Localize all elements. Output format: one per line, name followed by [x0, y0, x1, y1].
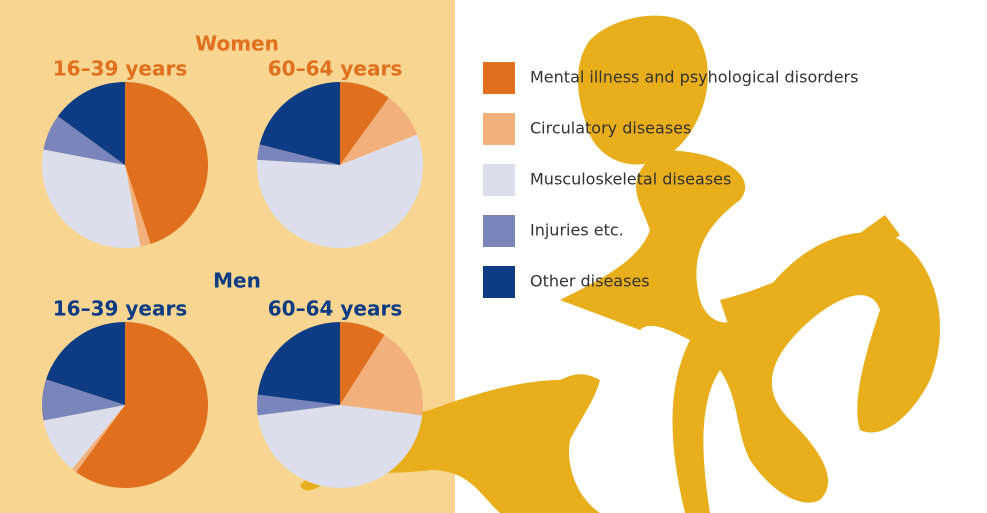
pie-slice	[57, 82, 125, 165]
pie-slice	[72, 405, 125, 473]
legend-swatch	[483, 164, 515, 196]
legend-label: Injuries etc.	[530, 221, 624, 240]
pie-slice	[43, 116, 126, 165]
pie-slice	[257, 144, 340, 165]
pie-title: 60–64 years	[268, 297, 403, 321]
legend-label: Circulatory diseases	[530, 119, 691, 138]
pie-slice	[259, 82, 340, 165]
legend-label: Musculoskeletal diseases	[530, 170, 731, 189]
pie-slice	[43, 405, 126, 469]
pie-slice	[125, 82, 208, 244]
illustration	[300, 15, 940, 513]
pie-title: 16–39 years	[53, 57, 188, 81]
pie-slice	[340, 334, 423, 416]
legend-swatch	[483, 113, 515, 145]
legend-swatch	[483, 62, 515, 94]
pie-slice	[257, 405, 423, 488]
pie-slice	[340, 322, 385, 405]
pie-title: 60–64 years	[268, 57, 403, 81]
pie-slice	[76, 322, 209, 489]
pie-slice	[41, 379, 125, 421]
pie-slice	[42, 149, 141, 248]
pie-slice	[257, 394, 340, 416]
legend-swatch	[483, 266, 515, 298]
legend-label: Mental illness and psyhological disorder…	[530, 68, 858, 87]
pie-slice	[340, 97, 418, 165]
pie-title: 16–39 years	[53, 297, 188, 321]
pie-slice	[125, 165, 151, 247]
legend-swatch	[483, 215, 515, 247]
pie-slice	[340, 82, 389, 165]
legend-label: Other diseases	[530, 272, 650, 291]
group-title: Women	[195, 32, 279, 56]
pie-slice	[257, 322, 340, 405]
pie-slice	[46, 322, 125, 405]
pie-slice	[257, 134, 424, 249]
group-title: Men	[213, 269, 261, 293]
